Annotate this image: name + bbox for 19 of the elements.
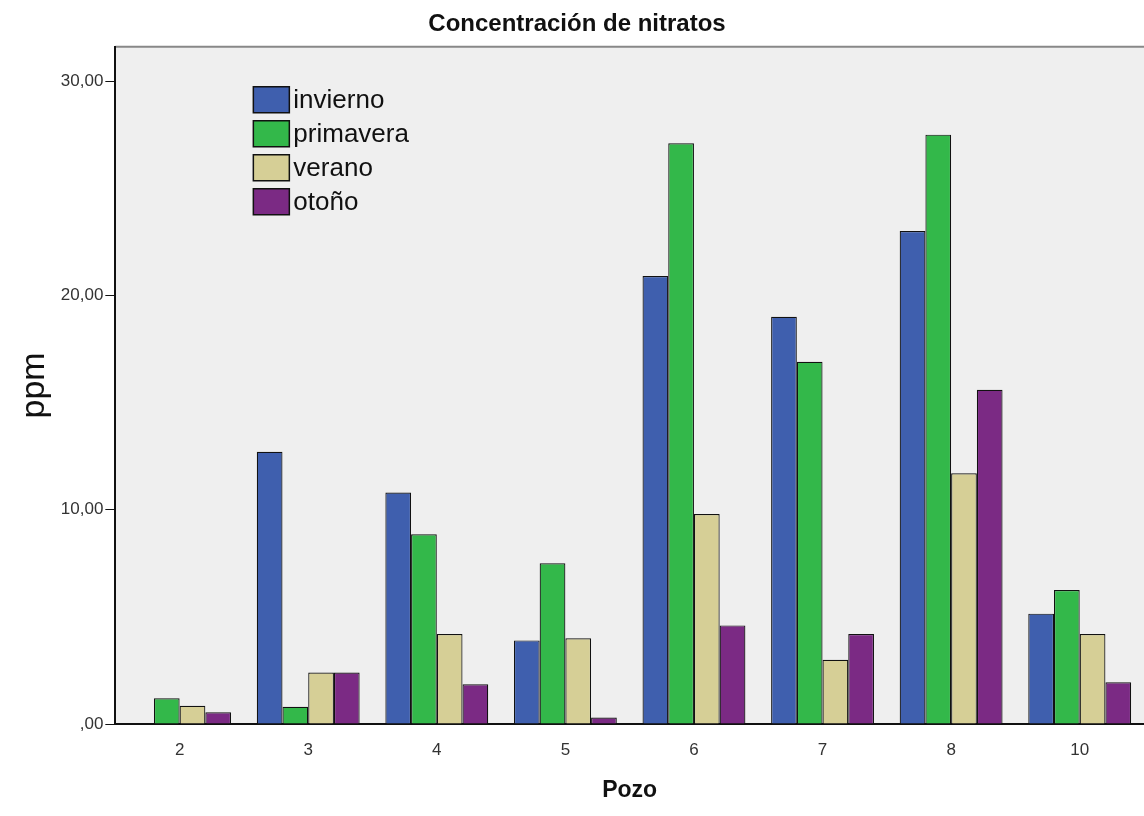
legend-label: primavera [293, 117, 410, 148]
legend-label: otoño [293, 185, 359, 216]
x-tick-label: 10 [1070, 739, 1090, 759]
x-tick-label: 6 [689, 739, 699, 759]
x-tick-label: 2 [174, 739, 185, 759]
legend-label: verano [293, 151, 373, 182]
legend-label: invierno [293, 83, 385, 114]
y-tick-label: 30,00 [60, 70, 104, 90]
y-tick-label: ,00 [79, 713, 104, 733]
y-tick-label: 20,00 [60, 285, 104, 305]
x-tick-label: 5 [560, 739, 571, 759]
x-tick-label: 4 [432, 739, 442, 759]
chart-title: Concentración de nitratos [428, 9, 726, 37]
x-tick-label: 8 [946, 739, 956, 759]
x-tick-label: 7 [817, 739, 828, 759]
x-axis-title: Pozo [602, 775, 658, 802]
y-tick-label: 10,00 [60, 499, 104, 519]
x-tick-label: 3 [303, 739, 313, 759]
y-axis-title: ppm [12, 352, 51, 419]
